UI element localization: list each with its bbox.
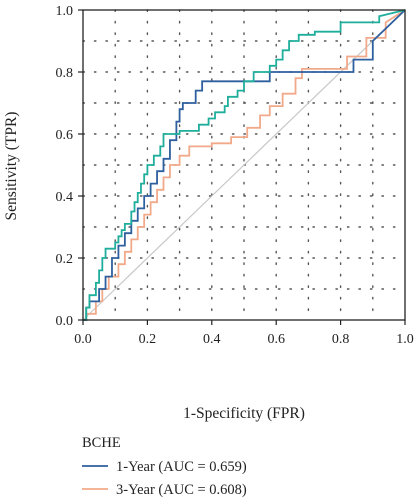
x-tick-label: 1.0 (396, 332, 414, 347)
roc-curve-series-3 (83, 9, 406, 321)
y-tick-label: 0.0 (56, 314, 74, 329)
roc-curves (83, 9, 406, 321)
x-tick-label: 0.4 (203, 332, 221, 347)
x-tick-label: 0.8 (332, 332, 350, 347)
y-tick-label: 0.6 (56, 128, 74, 143)
plot-frame (82, 9, 406, 321)
x-tick-label: 0.2 (139, 332, 157, 347)
y-tick-label: 0.2 (56, 252, 74, 267)
roc-curve-series-2 (83, 9, 406, 321)
legend-title: BCHE (82, 435, 121, 451)
diagonal-reference-line (82, 9, 406, 321)
y-tick-label: 0.4 (56, 190, 74, 205)
legend-label-series-2: 3-Year (AUC = 0.608) (116, 482, 247, 498)
x-axis-ticks: 0.0 0.2 0.4 0.6 0.8 1.0 (74, 320, 414, 347)
y-tick-label: 0.8 (56, 66, 74, 81)
legend-label-series-1: 1-Year (AUC = 0.659) (116, 459, 247, 475)
legend: BCHE 1-Year (AUC = 0.659) 3-Year (AUC = 0… (82, 435, 247, 498)
y-tick-label: 1.0 (56, 4, 74, 19)
x-axis-title: 1-Specificity (FPR) (183, 405, 305, 422)
y-axis-title: Sensitivity (TPR) (3, 112, 20, 221)
x-tick-label: 0.6 (267, 332, 285, 347)
y-axis-ticks: 0.0 0.2 0.4 0.6 0.8 1.0 (56, 4, 83, 329)
x-tick-label: 0.0 (74, 332, 92, 347)
roc-curve-series-1 (83, 9, 406, 321)
